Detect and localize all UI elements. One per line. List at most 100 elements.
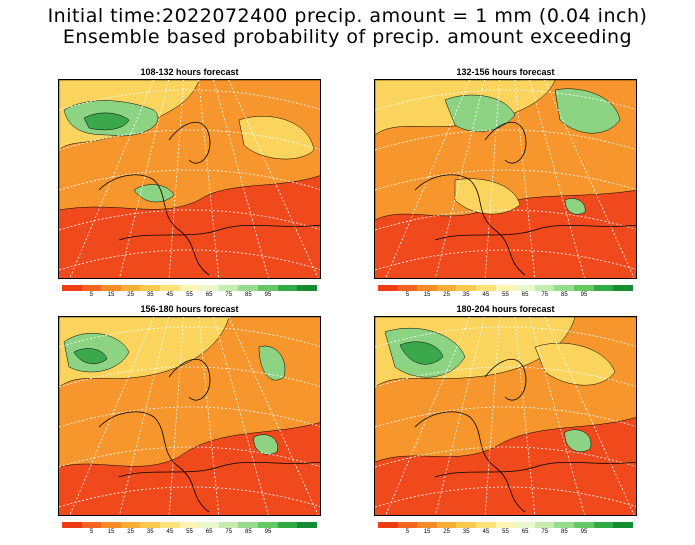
color-bar-swatch: [476, 522, 496, 528]
panel-title: 180-204 hours forecast: [456, 304, 555, 314]
color-bar-swatch: [258, 285, 278, 291]
color-bar-swatch: [81, 285, 102, 291]
color-bar-tick-label: 25: [127, 529, 134, 535]
color-bar-swatch: [574, 522, 594, 528]
color-bar-swatch: [297, 522, 317, 528]
color-bar-tick-label: 15: [423, 529, 431, 535]
color-bar-swatch: [238, 285, 259, 291]
color-bar-tick-label: 5: [89, 529, 94, 535]
color-bar-swatch: [495, 285, 516, 291]
color-bar-tick-label: 95: [580, 292, 588, 298]
color-bar-labels: 5 15 25 35 45 55 65 75 85 95: [378, 292, 633, 301]
color-bar-swatch: [199, 522, 219, 528]
color-bar-tick-label: 55: [502, 292, 509, 298]
color-bar-labels: 5 15 25 35 45 55 65 75 85 95: [62, 529, 317, 538]
color-bar-swatch: [436, 522, 457, 528]
color-bar-tick-label: 25: [443, 292, 450, 298]
color-bar-swatch: [554, 285, 575, 291]
probability-map: [58, 79, 321, 279]
color-bar-swatch: [218, 522, 239, 528]
color-bar: [62, 522, 317, 528]
color-bar-tick-label: 5: [89, 292, 94, 298]
color-bar-swatch: [81, 522, 102, 528]
panel-title: 156-180 hours forecast: [140, 304, 239, 314]
panel-title: 132-156 hours forecast: [456, 67, 555, 77]
color-bar-tick-label: 35: [146, 529, 154, 535]
color-bar-tick-label: 55: [502, 529, 509, 535]
color-bar-swatch: [62, 522, 82, 528]
color-bar-swatch: [593, 522, 614, 528]
color-bar-swatch: [258, 522, 278, 528]
color-bar-tick-label: 25: [127, 292, 134, 298]
color-bar-swatch: [613, 522, 633, 528]
color-bar-swatch: [160, 285, 180, 291]
color-bar-tick-label: 95: [264, 292, 272, 298]
color-bar-tick-label: 5: [405, 529, 410, 535]
color-bar-tick-label: 45: [482, 529, 490, 535]
color-bar-swatch: [238, 522, 259, 528]
color-bar-tick-label: 85: [245, 292, 252, 298]
color-bar-tick-label: 15: [107, 292, 115, 298]
chart-title: Initial time:2022072400 precip. amount =…: [47, 5, 648, 27]
color-bar-tick-label: 45: [166, 529, 174, 535]
color-bar-tick-label: 85: [561, 529, 568, 535]
probability-map: [374, 316, 637, 516]
panel-title: 108-132 hours forecast: [140, 67, 239, 77]
color-bar-swatch: [120, 285, 141, 291]
color-bar: [378, 285, 633, 291]
color-bar-tick-label: 35: [462, 292, 470, 298]
color-bar-tick-label: 95: [264, 529, 272, 535]
color-bar-tick-label: 75: [541, 529, 549, 535]
color-bar-swatch: [297, 285, 317, 291]
color-bar-tick-label: 65: [521, 292, 529, 298]
color-bar-swatch: [160, 522, 180, 528]
color-bar-tick-label: 85: [245, 529, 252, 535]
color-bar-swatch: [199, 285, 219, 291]
color-bar-swatch: [277, 522, 298, 528]
color-bar-swatch: [101, 285, 121, 291]
color-bar-swatch: [140, 285, 161, 291]
color-bar-swatch: [574, 285, 594, 291]
color-bar-swatch: [456, 522, 477, 528]
color-bar-tick-label: 15: [107, 529, 115, 535]
color-bar-swatch: [417, 522, 437, 528]
color-bar: [62, 285, 317, 291]
color-bar-swatch: [218, 285, 239, 291]
color-bar-swatch: [179, 522, 200, 528]
color-bar-swatch: [101, 522, 121, 528]
color-bar-tick-label: 65: [521, 529, 529, 535]
color-bar-swatch: [62, 285, 82, 291]
color-bar-tick-label: 55: [186, 292, 193, 298]
chart-subtitle: Ensemble based probability of precip. am…: [62, 26, 633, 48]
color-bar-tick-label: 35: [462, 529, 470, 535]
color-bar-swatch: [534, 285, 555, 291]
color-bar-tick-label: 15: [423, 292, 431, 298]
color-bar-tick-label: 45: [482, 292, 490, 298]
color-bar-swatch: [120, 522, 141, 528]
color-bar-tick-label: 25: [443, 529, 450, 535]
color-bar-tick-label: 45: [166, 292, 174, 298]
color-bar-swatch: [397, 522, 418, 528]
color-bar-swatch: [417, 285, 437, 291]
probability-map: [374, 79, 637, 279]
color-bar-tick-label: 65: [205, 529, 213, 535]
color-bar-swatch: [593, 285, 614, 291]
color-bar-swatch: [456, 285, 477, 291]
color-bar-swatch: [436, 285, 457, 291]
color-bar-swatch: [554, 522, 575, 528]
color-bar-swatch: [397, 285, 418, 291]
color-bar-swatch: [534, 522, 555, 528]
color-bar-tick-label: 65: [205, 292, 213, 298]
color-bar-tick-label: 95: [580, 529, 588, 535]
color-bar-swatch: [495, 522, 516, 528]
color-bar-tick-label: 55: [186, 529, 193, 535]
color-bar-labels: 5 15 25 35 45 55 65 75 85 95: [378, 529, 633, 538]
color-bar-swatch: [179, 285, 200, 291]
color-bar-swatch: [277, 285, 298, 291]
color-bar-swatch: [515, 285, 535, 291]
color-bar-swatch: [140, 522, 161, 528]
color-bar: [378, 522, 633, 528]
color-bar-swatch: [515, 522, 535, 528]
color-bar-swatch: [378, 522, 398, 528]
color-bar-swatch: [476, 285, 496, 291]
